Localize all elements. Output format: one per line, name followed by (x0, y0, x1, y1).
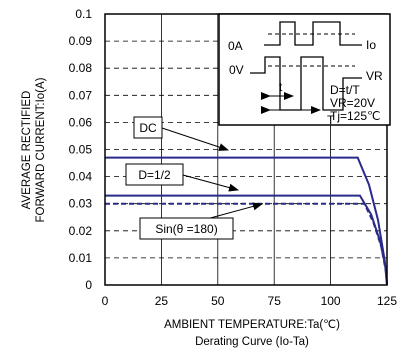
zero-v-label: 0V (229, 63, 244, 77)
vr-pulse-waveform (250, 56, 362, 111)
y-tick-label: 0.1 (75, 7, 92, 21)
io-pulse-waveform (264, 21, 362, 46)
annotation-d-half: D=1/2 (125, 163, 239, 192)
annotation-d-half-box (125, 163, 184, 186)
annotation-d-half-label: D=1/2 (138, 168, 171, 182)
y-tick-label: 0.05 (69, 143, 93, 157)
annotation-sin-box (139, 217, 234, 240)
vr-label: VR (366, 69, 383, 83)
annotation-dc: DC (133, 116, 229, 151)
io-label: Io (366, 38, 376, 52)
x-tick-labels: 0 25 50 75 100 125 (102, 294, 398, 308)
series-line-2 (105, 202, 388, 286)
x-axis-label: AMBIENT TEMPERATURE:Ta(℃) (164, 319, 340, 331)
param-d: D=t/T (330, 83, 360, 97)
y-tick-label: 0.03 (69, 197, 93, 211)
x-tick-label: 125 (377, 294, 397, 308)
y-tick-label: 0 (85, 278, 92, 292)
annotation-sin: Sin(θ =180) (139, 202, 263, 240)
x-tick-label: 100 (321, 294, 341, 308)
t-label: t (279, 80, 283, 94)
y-tick-label: 0.01 (69, 251, 93, 265)
x-tick-label: 0 (102, 294, 109, 308)
y-tick-label: 0.09 (69, 34, 93, 48)
param-tj: Tj=125℃ (330, 109, 381, 123)
annotation-dc-box (133, 116, 163, 139)
annotation-dc-label: DC (139, 121, 157, 135)
y-axis-label-line1: AVERAGE RECTIFIED (21, 91, 33, 210)
y-tick-label: 0.07 (69, 88, 93, 102)
chart-caption: Derating Curve (Io-Ta) (195, 336, 309, 348)
series-layer (105, 156, 388, 286)
x-tick-label: 25 (155, 294, 169, 308)
annotation-d-half-arrow (182, 174, 239, 192)
T-label: T (327, 113, 335, 127)
y-tick-labels: 0 0.01 0.02 0.03 0.04 0.05 0.06 0.07 0.08 0.09 0.1 (69, 7, 93, 292)
y-tick-label: 0.04 (69, 170, 93, 184)
y-tick-label: 0.06 (69, 115, 93, 129)
series-line-1 (105, 194, 388, 286)
y-tick-label: 0.08 (69, 61, 93, 75)
zero-a-label: 0A (228, 39, 243, 53)
annotation-sin-label: Sin(θ =180) (155, 222, 217, 236)
annotation-dc-arrow (161, 127, 229, 151)
x-tick-label: 75 (268, 294, 282, 308)
y-axis-label-line2: FORWARD CURRENT:Io(A) (35, 77, 47, 222)
x-tick-label: 50 (211, 294, 225, 308)
waveform-inset: Io 0A 0V VR t T D=t/T VR=20V Tj=125℃ (218, 13, 391, 127)
y-tick-label: 0.02 (69, 224, 93, 238)
annotation-sin-arrow (202, 202, 263, 221)
param-vr: VR=20V (330, 96, 375, 110)
